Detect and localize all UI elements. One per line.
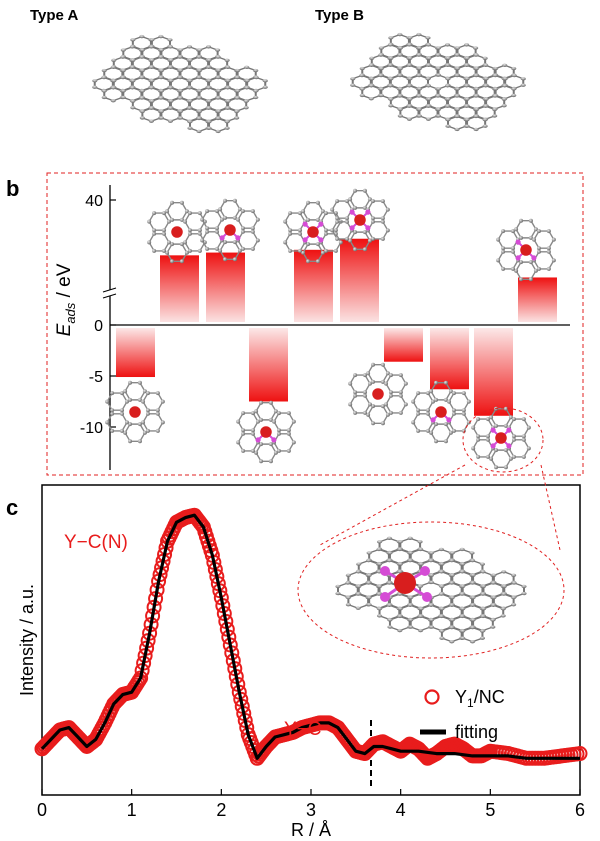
- lattice-b-rings: [350, 32, 526, 132]
- panel-a: Type A Type B: [30, 7, 526, 134]
- graphene-lattice-type-b-image: [350, 32, 526, 132]
- panel-b-molecule: [147, 200, 207, 264]
- panel-b-bar: [384, 328, 423, 362]
- zoom-n-atom: [422, 592, 432, 602]
- legend-label-y1nc: Y1/NC: [455, 687, 505, 710]
- panel-b-ytick-label: -5: [89, 369, 103, 386]
- panel-b-bars: [116, 238, 557, 416]
- panel-b-label: b: [6, 176, 19, 201]
- panel-b-molecule: [330, 188, 390, 252]
- panel-c-xtick-label: 5: [485, 800, 495, 820]
- panel-b-molecule: [283, 200, 343, 264]
- zoom-n-atom: [380, 592, 390, 602]
- zoom-molecule-image: [335, 536, 527, 644]
- panel-c-xtick-label: 2: [216, 800, 226, 820]
- panel-b-bar: [474, 328, 513, 416]
- annotation-y-c-n: Y−C(N): [64, 532, 128, 553]
- zoom-n-atom: [420, 566, 430, 576]
- panel-c-legend: Y1/NC fitting: [420, 687, 505, 742]
- panel-b-ytick-label: 40: [85, 193, 103, 210]
- panel-c-xtick-label: 4: [396, 800, 406, 820]
- panel-b-molecule: [200, 198, 260, 262]
- panel-b-ylabel: Eads / eV: [54, 263, 78, 336]
- panel-b-ytick-label: -10: [80, 420, 103, 437]
- panel-b-molecule: [236, 400, 296, 464]
- panel-b-molecule: [348, 362, 408, 426]
- panel-b-bar: [206, 252, 245, 322]
- type-b-label: Type B: [315, 7, 364, 24]
- zoom-lattice: [335, 536, 527, 644]
- panel-b-ytick-label: 0: [94, 318, 103, 335]
- panel-b-bar: [116, 328, 155, 378]
- panel-b-bar: [430, 328, 469, 390]
- panel-c-xtick-label: 6: [575, 800, 585, 820]
- axis-break-mark: [102, 287, 117, 299]
- panel-c-label: c: [6, 495, 18, 520]
- graphene-lattice-type-a-image: [92, 34, 268, 134]
- panel-c-xtick-label: 3: [306, 800, 316, 820]
- panel-b-molecule: [105, 380, 165, 444]
- panel-c-xlabel: R / Å: [291, 820, 331, 840]
- panel-b-molecule: [411, 380, 471, 444]
- zoom-y-atom: [394, 572, 416, 594]
- panel-b-bar: [249, 328, 288, 402]
- panel-b-bar: [518, 277, 557, 322]
- data-point-y1nc: [192, 515, 208, 531]
- zoom-n-atom: [380, 566, 390, 576]
- panel-b-molecule: [471, 406, 531, 470]
- panel-b-molecule: [496, 218, 556, 282]
- panel-b-molecule-images: [105, 188, 556, 470]
- panel-c-ylabel: Intensity / a.u.: [17, 584, 37, 696]
- panel-c-xtick-label: 0: [37, 800, 47, 820]
- zoom-ellipse: [297, 521, 565, 659]
- panel-c-x-ticks: 0 1 2 3 4 5 6: [37, 789, 585, 820]
- panel-b-y-ticks: 40 0 -5 -10: [80, 193, 116, 437]
- legend-marker-circles: [424, 689, 440, 705]
- lattice-a-rings: [92, 34, 268, 134]
- legend-label-fitting: fitting: [455, 722, 498, 742]
- data-point-y1nc: [572, 746, 588, 762]
- panel-b-frame: [46, 172, 584, 476]
- annotation-y-c: Y−C: [284, 719, 322, 740]
- panel-c-series: [34, 507, 588, 766]
- zoom-connector-right: [540, 464, 561, 551]
- type-a-label: Type A: [30, 7, 79, 24]
- panel-c-xtick-label: 1: [127, 800, 137, 820]
- zoom-connector-left: [319, 464, 466, 546]
- fitting-line: [40, 513, 580, 760]
- panel-b-bar: [340, 238, 379, 322]
- panel-b: b 40 0 -5 -10 Eads / eV: [6, 172, 584, 476]
- highlight-ellipse: [462, 407, 544, 473]
- panel-b-bar: [160, 255, 199, 322]
